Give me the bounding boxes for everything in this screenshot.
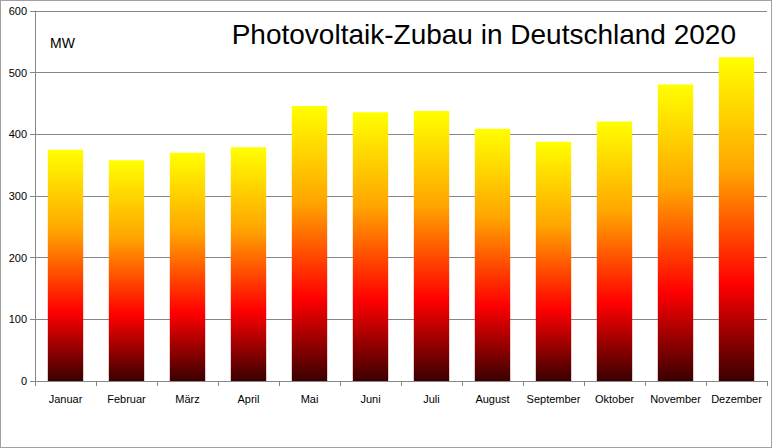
- svg-text:600: 600: [9, 5, 27, 17]
- svg-text:400: 400: [9, 128, 27, 140]
- svg-text:Oktober: Oktober: [595, 393, 634, 405]
- svg-text:Juni: Juni: [360, 393, 380, 405]
- svg-text:500: 500: [9, 67, 27, 79]
- svg-text:Dezember: Dezember: [711, 393, 762, 405]
- svg-text:Februar: Februar: [107, 393, 146, 405]
- svg-text:Photovoltaik-Zubau in Deutschl: Photovoltaik-Zubau in Deutschland 2020: [232, 19, 736, 50]
- svg-text:April: April: [237, 393, 259, 405]
- svg-text:Januar: Januar: [49, 393, 83, 405]
- svg-text:November: November: [650, 393, 701, 405]
- svg-text:März: März: [175, 393, 199, 405]
- svg-text:300: 300: [9, 190, 27, 202]
- svg-text:100: 100: [9, 313, 27, 325]
- svg-text:0: 0: [21, 375, 27, 387]
- svg-text:200: 200: [9, 252, 27, 264]
- svg-text:September: September: [527, 393, 581, 405]
- svg-text:Mai: Mai: [301, 393, 319, 405]
- svg-text:August: August: [475, 393, 509, 405]
- svg-text:Juli: Juli: [423, 393, 440, 405]
- svg-text:MW: MW: [50, 35, 76, 51]
